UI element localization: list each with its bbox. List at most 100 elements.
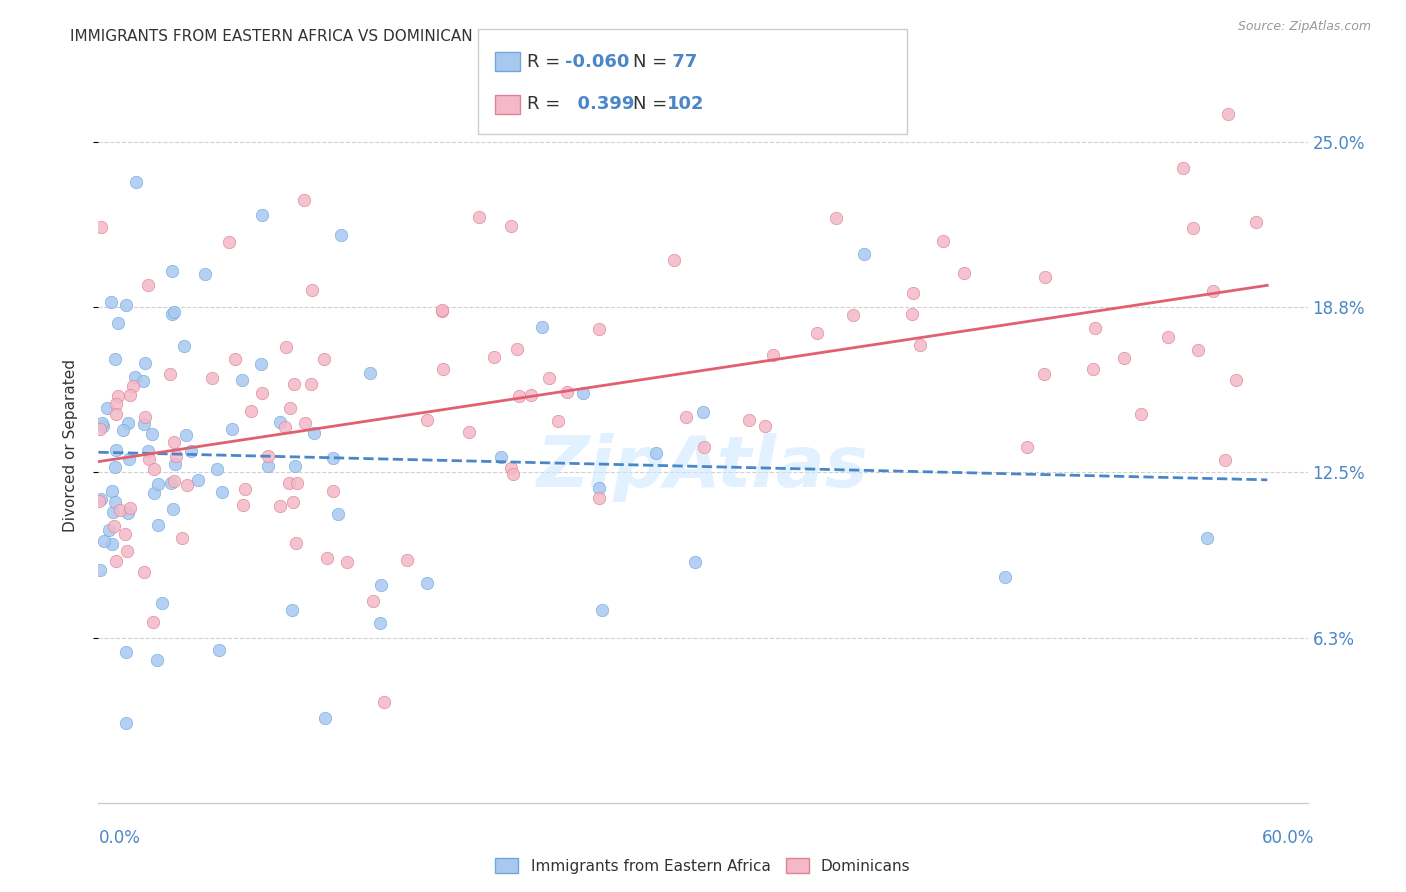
Point [322,483,344,498]
Point [299,376,322,391]
Point [457,425,479,439]
Point [93,533,115,548]
Text: ZipAtlas: ZipAtlas [537,433,869,502]
Point [114,526,136,541]
Point [520,388,543,402]
Point [315,551,337,566]
Point [256,449,278,463]
Point [180,444,202,458]
Point [252,208,274,222]
Point [114,645,136,659]
Point [284,458,307,473]
Point [370,578,392,592]
Point [506,342,529,356]
Point [117,506,139,520]
Point [468,210,491,224]
Point [294,416,316,430]
Point [368,616,391,631]
Point [1033,270,1056,285]
Point [276,340,298,354]
Point [301,283,323,297]
Text: -0.060: -0.060 [565,53,630,70]
Point [146,477,169,491]
Point [232,498,254,512]
Point [150,596,173,610]
Point [754,419,776,434]
Text: R =: R = [527,53,561,70]
Point [994,569,1017,583]
Point [1181,221,1204,235]
Point [107,389,129,403]
Point [1130,407,1153,421]
Point [145,653,167,667]
Point [201,371,224,385]
Point [224,351,246,366]
Text: 102: 102 [666,95,704,113]
Point [572,386,595,401]
Point [117,417,139,431]
Point [588,482,610,496]
Point [1173,161,1195,175]
Point [588,322,610,336]
Point [588,491,610,506]
Point [1112,351,1135,366]
Point [1244,214,1267,228]
Point [825,211,848,226]
Point [105,554,128,568]
Point [292,193,315,207]
Point [1225,373,1247,387]
Point [239,404,262,418]
Point [430,304,453,318]
Point [326,508,349,522]
Point [1202,284,1225,298]
Point [675,410,697,425]
Point [115,544,138,558]
Point [314,352,336,367]
Point [105,407,128,421]
Point [281,603,304,617]
Point [105,443,128,458]
Point [269,499,291,513]
Point [205,462,228,476]
Point [591,603,613,617]
Point [683,555,706,569]
Point [908,338,931,352]
Text: R =: R = [527,95,561,113]
Point [285,475,308,490]
Point [502,467,524,482]
Point [482,350,505,364]
Point [738,413,761,427]
Point [89,422,111,436]
Point [1218,107,1240,121]
Text: N =: N = [633,53,666,70]
Point [134,356,156,370]
Text: IMMIGRANTS FROM EASTERN AFRICA VS DOMINICAN DIVORCED OR SEPARATED CORRELATION CH: IMMIGRANTS FROM EASTERN AFRICA VS DOMINI… [70,29,848,44]
Text: N =: N = [633,95,666,113]
Point [285,536,308,550]
Point [163,305,186,319]
Point [853,247,876,261]
Point [193,267,215,281]
Point [644,445,666,459]
Point [132,417,155,431]
Point [124,370,146,384]
Point [104,351,127,366]
Text: 77: 77 [666,53,697,70]
Point [187,473,209,487]
Point [953,266,976,280]
Y-axis label: Divorced or Separated: Divorced or Separated [63,359,77,533]
Point [143,461,166,475]
Text: 60.0%: 60.0% [1263,829,1315,847]
Point [160,264,183,278]
Point [173,339,195,353]
Legend: Immigrants from Eastern Africa, Dominicans: Immigrants from Eastern Africa, Dominica… [495,858,911,873]
Point [235,482,257,496]
Point [141,427,163,442]
Point [132,374,155,388]
Point [103,505,125,519]
Point [901,307,924,321]
Point [134,409,156,424]
Point [96,401,118,415]
Point [162,435,184,450]
Point [249,358,271,372]
